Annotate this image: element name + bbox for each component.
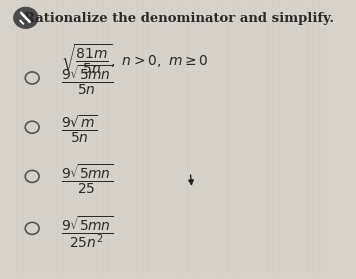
Text: $\sqrt{\dfrac{81m}{5n}},\ n>0,\ m\geq 0$: $\sqrt{\dfrac{81m}{5n}},\ n>0,\ m\geq 0$ <box>61 42 208 76</box>
Text: $\dfrac{9\sqrt{5mn}}{25n^2}$: $\dfrac{9\sqrt{5mn}}{25n^2}$ <box>61 215 113 251</box>
Text: Rationalize the denominator and simplify.: Rationalize the denominator and simplify… <box>24 12 334 25</box>
Text: $\dfrac{9\sqrt{m}}{5n}$: $\dfrac{9\sqrt{m}}{5n}$ <box>61 114 97 145</box>
Text: $\dfrac{9\sqrt{5mn}}{5n}$: $\dfrac{9\sqrt{5mn}}{5n}$ <box>61 64 113 97</box>
Text: $\dfrac{9\sqrt{5mn}}{25}$: $\dfrac{9\sqrt{5mn}}{25}$ <box>61 163 113 196</box>
Circle shape <box>14 8 38 28</box>
